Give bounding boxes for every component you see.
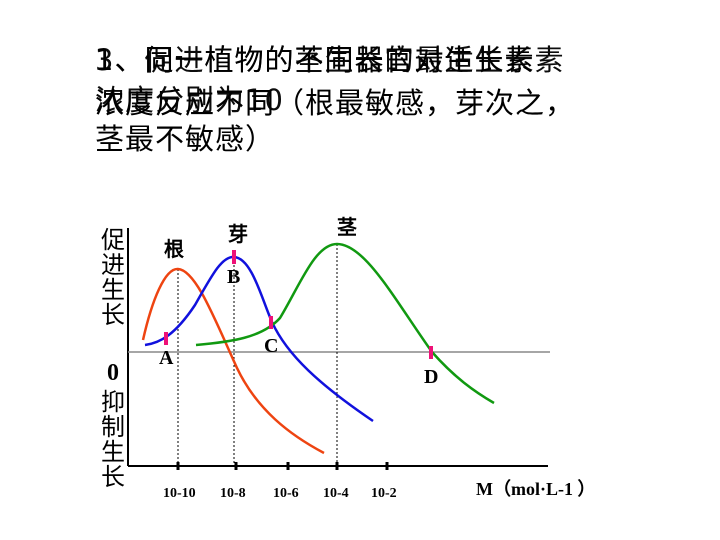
title-line-2a: 浓度反应不同（根最敏感，芽次之，	[95, 86, 576, 120]
y-axis-inhibit-label: 抑制生长	[101, 388, 125, 491]
bud-label: 芽	[228, 222, 248, 246]
x-tick-label: 10-10	[163, 486, 196, 501]
point-a-label: A	[159, 347, 174, 369]
point-d-label: D	[424, 366, 438, 388]
root-curve	[141, 267, 325, 455]
title-line-3: 茎最不敏感）	[95, 122, 276, 156]
x-tick-label: 10-8	[220, 486, 246, 501]
title-line-2b: 浓度分别为10	[95, 83, 284, 117]
title-line-1a: 1、同一植物的不同器官对生长素	[95, 43, 535, 77]
point-b-label: B	[227, 266, 240, 288]
y-axis-promote-label: 促进生长	[101, 226, 125, 329]
stem-curve	[195, 242, 495, 405]
x-tick-label: 10-4	[323, 486, 349, 501]
x-axis-unit: M（mol·L-1 ）	[476, 479, 596, 499]
point-c-label: C	[264, 335, 278, 357]
x-tick-label: 10-6	[273, 486, 299, 501]
y-axis-zero-label: 0	[107, 360, 119, 386]
bud-curve	[144, 255, 374, 423]
stem-label: 茎	[337, 215, 357, 239]
root-label: 根	[164, 237, 184, 261]
title-line-1b: 3、促进植物的茎生长的最适生长素	[95, 43, 565, 77]
x-tick-label: 10-2	[371, 486, 397, 501]
